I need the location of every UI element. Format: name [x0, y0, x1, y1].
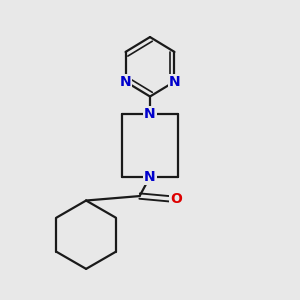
Text: N: N — [144, 170, 156, 184]
Text: N: N — [169, 75, 180, 88]
Text: O: O — [170, 192, 182, 206]
Text: N: N — [120, 75, 131, 88]
Text: N: N — [144, 107, 156, 121]
